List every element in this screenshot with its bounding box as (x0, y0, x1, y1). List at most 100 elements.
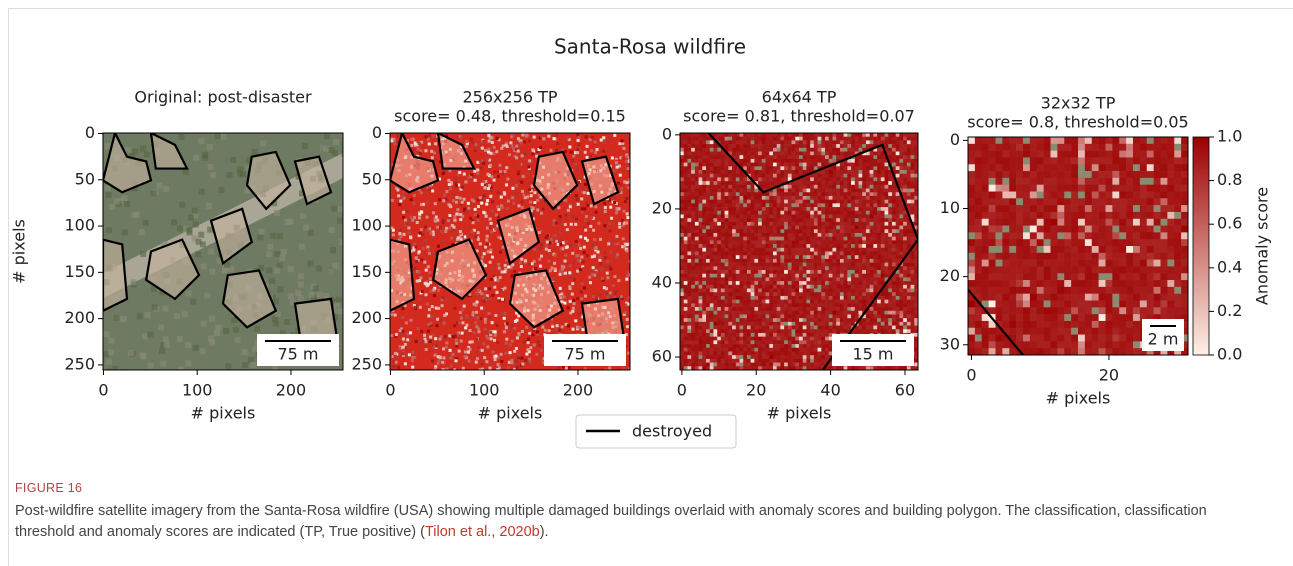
heatmap-cell (810, 281, 814, 285)
heatmap-cell (773, 237, 777, 241)
heatmap-cell (702, 222, 706, 226)
heatmap-cell (888, 226, 892, 230)
heatmap-cell (623, 311, 626, 314)
heatmap-cell (401, 316, 404, 319)
heatmap-cell (453, 226, 456, 229)
heatmap-cell (851, 233, 855, 237)
heatmap-cell (528, 159, 531, 162)
heatmap-cell (401, 195, 404, 198)
heatmap-cell (687, 229, 691, 233)
heatmap-cell (706, 181, 710, 185)
heatmap-cell (604, 206, 607, 209)
heatmap-cell (766, 133, 770, 137)
heatmap-cell (728, 140, 732, 144)
heatmap-cell (803, 289, 807, 293)
heatmap-cell (443, 321, 446, 324)
heatmap-cell (896, 163, 900, 167)
heatmap-cell (612, 284, 615, 287)
heatmap-cell (832, 177, 836, 181)
heatmap-cell (832, 155, 836, 159)
heatmap-cell (563, 318, 566, 321)
heatmap-cell (435, 324, 438, 327)
heatmap-cell (480, 166, 483, 169)
heatmap-cell (799, 207, 803, 211)
heatmap-cell (414, 245, 417, 248)
heatmap-cell (706, 152, 710, 156)
heatmap-cell (818, 133, 822, 137)
heatmap-cell (713, 289, 717, 293)
heatmap-cell (866, 255, 870, 259)
heatmap-cell (780, 263, 784, 267)
heatmap-cell (427, 265, 430, 268)
texture (114, 199, 120, 205)
heatmap-cell (885, 185, 889, 189)
heatmap-cell (459, 197, 462, 200)
heatmap-cell (806, 237, 810, 241)
heatmap-cell (571, 196, 574, 199)
heatmap-cell (855, 200, 859, 204)
heatmap-cell (903, 189, 907, 193)
heatmap-cell (520, 181, 523, 184)
heatmap-cell (576, 198, 579, 201)
heatmap-cell (699, 170, 703, 174)
heatmap-cell (877, 240, 881, 244)
heatmap-cell (773, 281, 777, 285)
heatmap-cell (699, 163, 703, 167)
texture (103, 331, 109, 337)
heatmap-cell (873, 137, 877, 141)
heatmap-cell (847, 152, 851, 156)
heatmap-cell (821, 159, 825, 163)
heatmap-cell (695, 270, 699, 274)
heatmap-cell (780, 137, 784, 141)
heatmap-cell (732, 292, 736, 296)
heatmap-cell (896, 255, 900, 259)
heatmap-cell (728, 270, 732, 274)
texture (299, 244, 305, 250)
heatmap-cell (799, 155, 803, 159)
heatmap-cell (758, 281, 762, 285)
heatmap-cell (899, 233, 903, 237)
heatmap-cell (743, 144, 747, 148)
heatmap-cell (780, 285, 784, 289)
heatmap-cell (684, 237, 688, 241)
heatmap-cell (717, 244, 721, 248)
heatmap-cell (492, 152, 495, 155)
heatmap-cell (873, 174, 877, 178)
heatmap-cell (784, 137, 788, 141)
heatmap-cell (564, 260, 567, 263)
heatmap-cell (769, 218, 773, 222)
heatmap-cell (758, 174, 762, 178)
heatmap-cell (721, 289, 725, 293)
heatmap-cell (825, 222, 829, 226)
heatmap-cell (792, 229, 796, 233)
heatmap-cell (862, 196, 866, 200)
heatmap-cell (773, 274, 777, 278)
heatmap-cell (795, 207, 799, 211)
heatmap-cell (795, 281, 799, 285)
heatmap-cell (773, 226, 777, 230)
heatmap-cell (463, 173, 466, 176)
heatmap-cell (721, 263, 725, 267)
texture (337, 308, 343, 314)
heatmap-cell (555, 149, 558, 152)
heatmap-cell (699, 148, 703, 152)
heatmap-cell (903, 226, 907, 230)
heatmap-cell (896, 218, 900, 222)
heatmap-cell (814, 196, 818, 200)
heatmap-cell (777, 237, 781, 241)
heatmap-cell (832, 274, 836, 278)
heatmap-cell (840, 226, 844, 230)
heatmap-cell (691, 263, 695, 267)
heatmap-cell (859, 240, 863, 244)
heatmap-cell (413, 306, 416, 309)
heatmap-cell (725, 133, 729, 137)
x-tick-label: 200 (563, 381, 594, 400)
heatmap-cell (585, 215, 588, 218)
heatmap-cell (769, 270, 773, 274)
heatmap-cell (792, 277, 796, 281)
heatmap-cell (445, 227, 448, 230)
heatmap-cell (866, 229, 870, 233)
heatmap-cell (855, 140, 859, 144)
heatmap-cell (710, 255, 714, 259)
heatmap-cell (606, 296, 609, 299)
